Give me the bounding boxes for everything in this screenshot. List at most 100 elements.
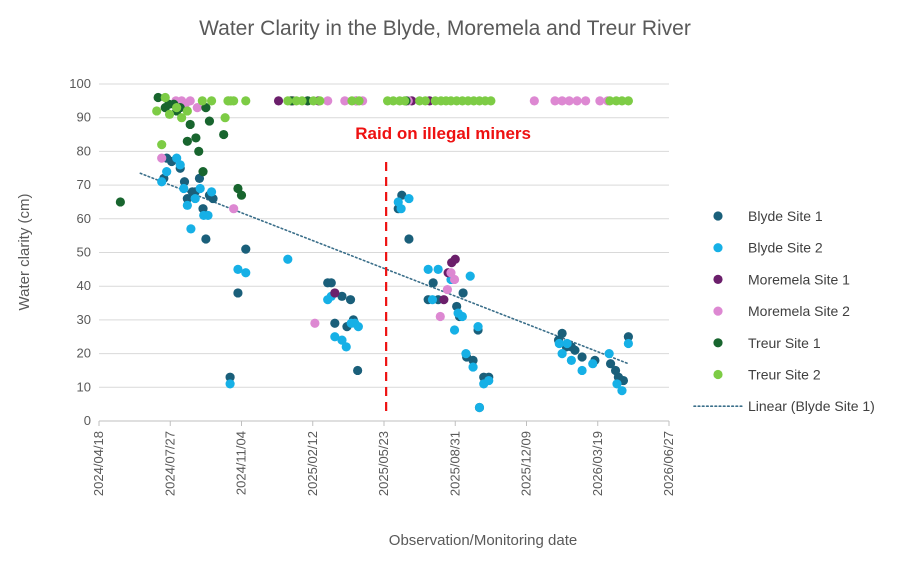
data-point xyxy=(225,379,235,389)
data-point xyxy=(581,96,591,106)
data-point xyxy=(461,349,471,359)
data-point xyxy=(396,204,406,214)
legend-marker xyxy=(713,274,723,284)
y-tick-label: 90 xyxy=(77,110,91,125)
legend-label: Treur Site 1 xyxy=(748,335,821,351)
data-point xyxy=(484,375,494,386)
data-point xyxy=(297,96,307,106)
data-point xyxy=(404,193,414,204)
data-point xyxy=(446,268,456,278)
data-point xyxy=(337,335,347,345)
data-point xyxy=(310,318,320,328)
x-tick-label: 2026/06/27 xyxy=(661,431,676,496)
legend-label: Blyde Site 2 xyxy=(748,240,823,256)
data-point xyxy=(612,379,622,389)
data-point xyxy=(192,102,202,113)
legend-marker xyxy=(713,211,723,221)
data-point xyxy=(172,153,182,163)
legend-label: Moremela Site 1 xyxy=(748,271,850,287)
data-point xyxy=(182,193,192,204)
y-tick-label: 70 xyxy=(77,177,91,192)
data-point xyxy=(353,365,363,376)
data-point xyxy=(157,140,167,150)
data-point xyxy=(330,332,340,342)
x-tick-label: 2024/11/04 xyxy=(234,431,249,495)
y-tick-label: 80 xyxy=(77,143,91,158)
data-point xyxy=(194,146,204,156)
data-point xyxy=(617,386,627,396)
y-tick-label: 20 xyxy=(77,346,91,361)
legend-marker xyxy=(713,369,723,380)
data-point xyxy=(219,129,229,140)
data-point xyxy=(164,109,175,119)
data-point xyxy=(182,136,192,146)
trendline-blyde-site-1 xyxy=(139,172,630,365)
data-point xyxy=(449,325,460,335)
series-treur-site-2 xyxy=(152,92,633,150)
data-point xyxy=(326,278,336,288)
data-point xyxy=(179,183,189,194)
axes: 0 10 20 30 40 50 60 70 80 90 100 2024/04/18 2024/07/… xyxy=(69,76,676,496)
data-point xyxy=(229,204,239,214)
data-point xyxy=(206,187,217,197)
data-point xyxy=(203,210,213,221)
data-point xyxy=(330,288,340,298)
data-point xyxy=(554,338,564,349)
y-tick-label: 50 xyxy=(77,245,91,260)
data-point xyxy=(206,96,217,106)
data-point xyxy=(397,190,407,200)
data-point xyxy=(233,183,243,194)
x-tick-label: 2026/03/19 xyxy=(590,431,605,496)
data-point xyxy=(557,328,567,338)
data-point xyxy=(172,102,182,113)
data-point xyxy=(450,254,460,264)
data-point xyxy=(198,204,208,214)
annotation-layer: Raid on illegal miners xyxy=(355,124,531,411)
data-point xyxy=(341,342,351,352)
data-point xyxy=(229,96,239,106)
data-point xyxy=(241,244,251,254)
series-blyde-site-1 xyxy=(159,153,633,413)
data-point xyxy=(557,349,567,359)
legend-marker xyxy=(713,338,723,348)
data-point xyxy=(241,96,251,106)
data-point xyxy=(353,322,363,332)
data-point xyxy=(182,106,192,116)
data-point xyxy=(557,96,567,106)
data-point xyxy=(185,119,195,130)
legend-label: Blyde Site 1 xyxy=(748,208,823,224)
data-point xyxy=(315,96,325,106)
data-point xyxy=(388,96,398,106)
x-tick-label: 2024/04/18 xyxy=(91,431,106,496)
data-point xyxy=(623,338,633,349)
legend-marker xyxy=(713,306,723,316)
data-point xyxy=(572,96,582,106)
data-point xyxy=(195,183,205,194)
data-point xyxy=(236,190,247,200)
data-point xyxy=(439,295,449,305)
data-point xyxy=(442,284,453,295)
data-point xyxy=(468,355,478,365)
data-point xyxy=(562,338,572,349)
x-tick-label: 2025/08/31 xyxy=(447,431,462,496)
data-point xyxy=(186,224,196,234)
data-point xyxy=(330,318,340,328)
data-point xyxy=(345,295,356,305)
data-point xyxy=(198,167,208,177)
data-point xyxy=(283,96,293,106)
data-point xyxy=(354,96,364,106)
data-point xyxy=(162,167,172,177)
data-point xyxy=(486,96,496,106)
y-tick-label: 100 xyxy=(69,76,91,91)
y-tick-label: 60 xyxy=(77,211,91,226)
data-point xyxy=(152,106,162,116)
data-point xyxy=(457,311,467,322)
raid-annotation-text: Raid on illegal miners xyxy=(355,124,531,143)
x-tick-label: 2025/02/12 xyxy=(305,431,320,496)
x-tick-label: 2025/05/23 xyxy=(376,431,391,496)
data-point xyxy=(449,274,460,285)
data-point xyxy=(564,96,574,106)
y-tick-label: 40 xyxy=(77,278,91,293)
gridlines xyxy=(99,83,669,422)
